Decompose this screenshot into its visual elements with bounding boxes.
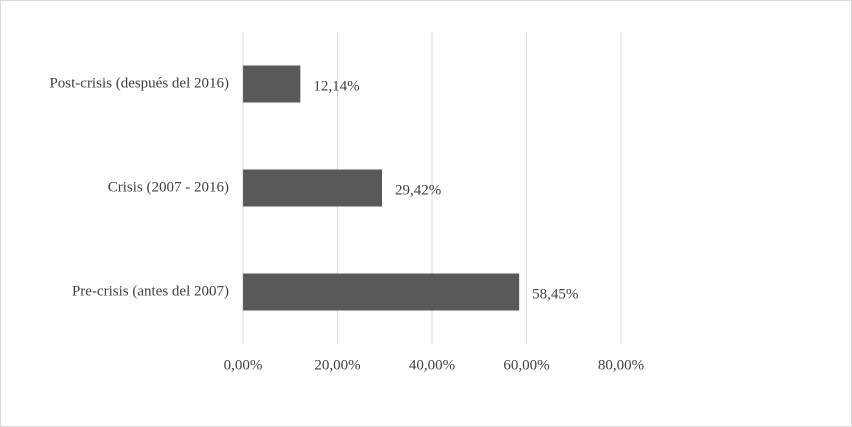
x-tick-label: 20,00% [314, 357, 360, 373]
value-label: 12,14% [313, 78, 359, 94]
x-tick-label: 0,00% [224, 357, 263, 373]
y-tick-label: Pre-crisis (antes del 2007) [72, 283, 229, 299]
y-tick-label: Crisis (2007 - 2016) [108, 179, 229, 195]
bar [243, 65, 301, 103]
bar [243, 169, 383, 207]
bar [243, 273, 520, 311]
y-tick-label: Post-crisis (después del 2016) [49, 75, 229, 91]
x-tick-label: 80,00% [598, 357, 644, 373]
value-label: 58,45% [532, 286, 578, 302]
x-tick-label: 40,00% [409, 357, 455, 373]
value-label: 29,42% [395, 182, 441, 198]
x-tick-label: 60,00% [503, 357, 549, 373]
